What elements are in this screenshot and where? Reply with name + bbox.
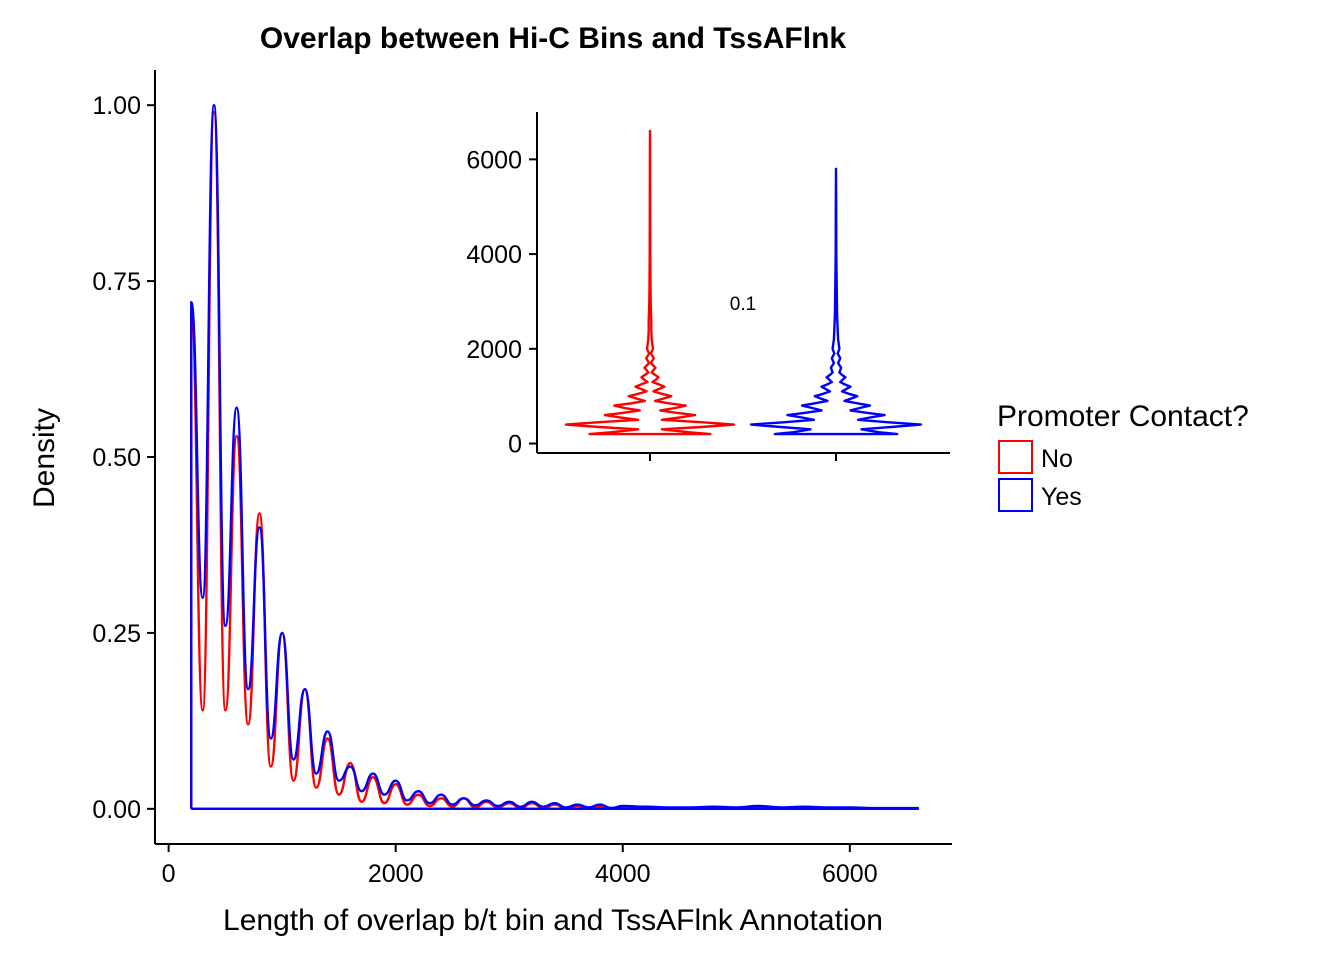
inset-y-tick-label: 4000 <box>466 241 522 269</box>
inset-annotation: 0.1 <box>730 294 756 315</box>
y-ticks: 0.00 0.25 0.50 0.75 1.00 <box>92 92 155 824</box>
violin-yes <box>749 167 923 436</box>
y-tick-label: 0.25 <box>92 620 141 648</box>
legend-label-yes: Yes <box>1041 483 1082 511</box>
legend-title: Promoter Contact? <box>997 400 1249 433</box>
density-line-yes <box>190 104 920 810</box>
x-tick-label: 6000 <box>822 860 878 888</box>
x-tick-label: 4000 <box>595 860 651 888</box>
inset-y-tick-label: 2000 <box>466 336 522 364</box>
inset-y-ticks: 0 2000 4000 6000 <box>466 146 537 459</box>
x-tick-label: 2000 <box>368 860 424 888</box>
chart-title: Overlap between Hi-C Bins and TssAFlnk <box>260 22 847 55</box>
x-axis-title: Length of overlap b/t bin and TssAFlnk A… <box>223 904 883 937</box>
inset-background <box>537 112 952 454</box>
y-tick-label: 0.50 <box>92 444 141 472</box>
main-plot: 0.00 0.25 0.50 0.75 1.00 0 2000 4000 6000 <box>92 70 952 888</box>
density-series <box>190 104 920 810</box>
legend-key-yes <box>998 478 1033 512</box>
inset-y-tick-label: 0 <box>508 431 522 459</box>
inset-violin-plot: 0 2000 4000 6000 0.1 <box>466 112 952 461</box>
legend-key-no <box>998 440 1033 474</box>
violin-no <box>564 129 736 436</box>
y-tick-label: 1.00 <box>92 92 141 120</box>
inset-y-tick-label: 6000 <box>466 146 522 174</box>
y-tick-label: 0.75 <box>92 268 141 296</box>
violins <box>564 129 923 436</box>
legend: Promoter Contact? No Yes <box>997 400 1249 512</box>
x-tick-label: 0 <box>162 860 176 888</box>
legend-label-no: No <box>1041 445 1073 473</box>
y-tick-label: 0.00 <box>92 796 141 824</box>
y-axis-title: Density <box>28 408 61 508</box>
x-ticks: 0 2000 4000 6000 <box>162 844 878 888</box>
